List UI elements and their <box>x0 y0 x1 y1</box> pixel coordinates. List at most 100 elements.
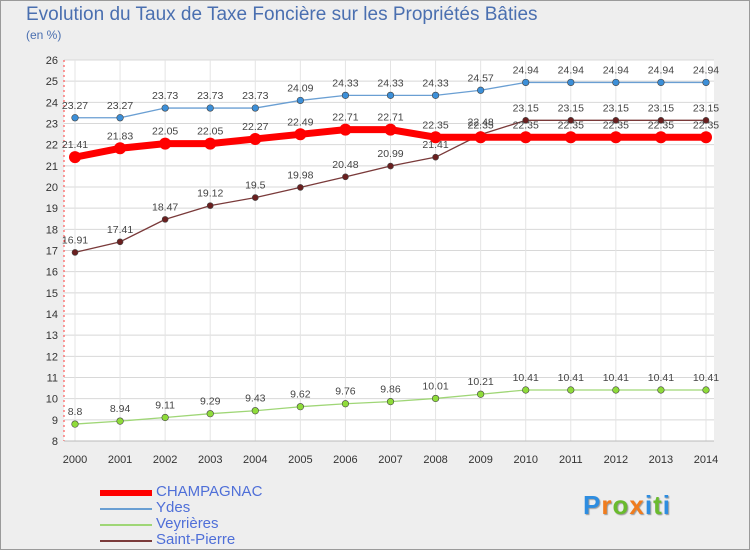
data-point-champagnac <box>519 131 532 144</box>
data-label-champagnac: 22.35 <box>693 119 719 131</box>
y-tick-label: 21 <box>46 161 58 173</box>
logo-letter: P <box>583 490 602 520</box>
data-label-champagnac: 22.35 <box>558 119 584 131</box>
y-tick-label: 17 <box>46 246 58 258</box>
x-tick-label: 2002 <box>153 454 177 466</box>
data-label-veyri-res: 9.86 <box>380 384 401 396</box>
data-point-saint-pierre <box>612 117 620 124</box>
logo-letter: i <box>644 490 654 520</box>
data-label-ydes: 24.94 <box>603 64 629 76</box>
data-label-saint-pierre: 19.98 <box>287 169 313 181</box>
data-label-champagnac: 22.35 <box>513 119 539 131</box>
x-tick-label: 2012 <box>604 454 628 466</box>
data-point-champagnac <box>249 132 262 145</box>
data-point-saint-pierre <box>161 216 169 223</box>
data-label-saint-pierre: 18.47 <box>152 201 178 213</box>
data-point-champagnac <box>474 131 487 144</box>
legend-label-saint-pierre: Saint-Pierre <box>156 531 236 548</box>
y-tick-label: 16 <box>46 267 58 279</box>
y-tick-label: 9 <box>52 415 58 427</box>
data-label-champagnac: 22.71 <box>332 112 358 124</box>
x-tick-label: 2006 <box>333 454 357 466</box>
data-point-saint-pierre <box>702 117 710 124</box>
data-point-veyri-res <box>431 394 440 403</box>
data-label-champagnac: 22.35 <box>603 119 629 131</box>
data-label-ydes: 24.33 <box>332 77 358 89</box>
data-label-ydes: 23.73 <box>152 90 178 102</box>
data-point-ydes <box>431 91 440 99</box>
data-point-ydes <box>702 78 710 87</box>
data-point-champagnac <box>204 137 217 150</box>
x-tick-label: 2007 <box>378 454 402 466</box>
legend-item-saint-pierre: Saint-Pierre <box>100 531 320 549</box>
y-tick-label: 26 <box>46 55 58 67</box>
legend-swatch-veyrieres <box>100 524 152 526</box>
data-label-ydes: 23.73 <box>242 90 268 102</box>
x-tick-label: 2013 <box>649 454 673 466</box>
y-tick-label: 25 <box>46 76 58 88</box>
data-point-saint-pierre <box>567 117 575 124</box>
y-tick-label: 24 <box>46 97 58 109</box>
data-point-ydes <box>522 78 530 87</box>
data-point-veyri-res <box>612 386 620 394</box>
data-point-saint-pierre <box>71 249 79 256</box>
data-label-ydes: 23.27 <box>62 100 88 112</box>
data-point-ydes <box>206 104 214 112</box>
data-label-veyri-res: 9.43 <box>245 393 266 405</box>
data-point-saint-pierre <box>251 194 259 201</box>
data-point-champagnac <box>384 123 397 136</box>
x-tick-label: 2011 <box>559 454 583 466</box>
data-label-veyri-res: 9.11 <box>155 400 175 412</box>
data-label-ydes: 24.57 <box>468 72 494 84</box>
data-point-veyri-res <box>251 407 259 415</box>
data-point-ydes <box>251 104 259 112</box>
data-point-veyri-res <box>206 410 214 418</box>
data-label-veyri-res: 10.41 <box>558 372 584 384</box>
y-tick-label: 13 <box>46 330 58 342</box>
data-label-champagnac: 22.35 <box>422 119 448 131</box>
data-point-saint-pierre <box>522 117 530 124</box>
data-point-saint-pierre <box>432 153 439 161</box>
data-label-ydes: 24.33 <box>422 77 448 89</box>
data-point-champagnac <box>159 137 172 150</box>
data-label-ydes: 24.94 <box>513 64 539 76</box>
data-point-ydes <box>116 114 124 122</box>
data-point-ydes <box>477 86 485 94</box>
data-label-champagnac: 22.27 <box>242 121 268 133</box>
data-point-champagnac <box>700 131 712 144</box>
data-point-veyri-res <box>161 413 169 422</box>
data-point-champagnac <box>339 123 352 136</box>
data-point-saint-pierre <box>342 173 349 181</box>
data-label-veyri-res: 9.76 <box>335 386 356 398</box>
data-label-champagnac: 22.35 <box>648 119 674 131</box>
x-tick-label: 2005 <box>288 454 312 466</box>
y-tick-label: 22 <box>46 140 58 152</box>
data-label-ydes: 23.27 <box>107 100 133 112</box>
chart-title: Evolution du Taux de Taxe Foncière sur l… <box>26 4 538 25</box>
data-label-ydes: 24.33 <box>377 77 403 89</box>
data-label-veyri-res: 8.94 <box>110 403 131 415</box>
data-point-ydes <box>567 78 575 87</box>
data-label-champagnac: 21.41 <box>62 139 88 151</box>
proxiti-logo: Proxiti <box>583 490 671 521</box>
legend-item-veyrieres: Veyrières <box>100 515 320 533</box>
data-label-ydes: 24.94 <box>648 64 674 76</box>
data-label-veyri-res: 10.41 <box>513 372 539 384</box>
data-point-veyri-res <box>522 386 530 394</box>
data-point-ydes <box>386 91 395 99</box>
legend-item-ydes: Ydes <box>100 499 320 517</box>
data-label-veyri-res: 10.41 <box>693 372 719 384</box>
data-label-saint-pierre: 23.15 <box>558 102 584 114</box>
x-tick-label: 2008 <box>423 454 447 466</box>
data-label-champagnac: 21.83 <box>107 130 133 142</box>
data-label-saint-pierre: 21.41 <box>422 139 448 151</box>
data-label-champagnac: 22.35 <box>468 119 494 131</box>
x-tick-label: 2000 <box>63 454 87 466</box>
x-tick-label: 2009 <box>468 454 492 466</box>
data-point-ydes <box>161 104 169 112</box>
data-point-champagnac <box>654 131 667 144</box>
y-tick-label: 14 <box>46 309 58 321</box>
legend-label-veyrieres: Veyrières <box>156 515 219 532</box>
logo-letter: x <box>629 490 645 520</box>
